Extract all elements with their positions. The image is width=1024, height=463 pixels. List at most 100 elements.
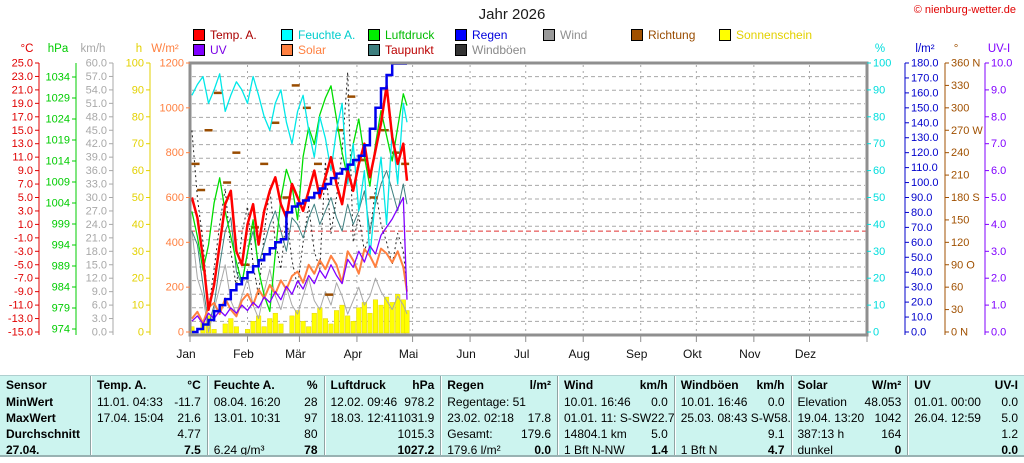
svg-text:270 W: 270 W: [951, 125, 983, 137]
taupunkt-legend-swatch-icon: [368, 44, 380, 56]
table-row: Regentage: 51: [441, 394, 557, 410]
table-row: Elevation 48.053: [792, 394, 908, 410]
table-header-regen: Regen l/m²: [441, 377, 557, 394]
svg-text:210: 210: [951, 170, 969, 182]
svg-text:80.0: 80.0: [911, 207, 932, 219]
svg-text:20: 20: [873, 273, 885, 285]
table-row: 01.01. 11: S-SW 22.7: [558, 410, 674, 426]
cell-value: 1.4: [651, 443, 668, 455]
legend-label-feuchte: Feuchte A.: [298, 28, 356, 42]
svg-text:40: 40: [873, 219, 885, 231]
table-row: 13.01. 10:31 97: [208, 410, 324, 426]
copyright-link[interactable]: © nienburg-wetter.de: [913, 4, 1016, 16]
axis-wm: W/m² 0 200 400 600 800 1000 1200: [151, 43, 190, 339]
svg-text:h: h: [136, 43, 142, 55]
table-row: 17.04. 15:04 21.6: [91, 410, 207, 426]
svg-text:150.0: 150.0: [911, 102, 939, 114]
svg-text:5.0: 5.0: [18, 192, 33, 204]
cell-text: 10.01. 16:46: [564, 395, 631, 409]
cell-value: 0.0: [651, 395, 668, 409]
svg-text:60: 60: [132, 165, 144, 177]
svg-text:360 N: 360 N: [951, 58, 980, 70]
svg-text:0: 0: [873, 327, 879, 339]
svg-text:110.0: 110.0: [911, 162, 938, 174]
table-row: 25.03. 08:43 S-W58.0: [675, 410, 791, 426]
svg-text:9.0: 9.0: [92, 286, 107, 298]
svg-text:10.0: 10.0: [991, 58, 1012, 70]
row-label-0: MinWert: [6, 395, 54, 409]
svg-text:Okt: Okt: [683, 347, 702, 361]
chart-svg: °C-15.0-13.0-11.0-9.0-7.0-5.0-3.0-1.01.0…: [8, 43, 1013, 361]
svg-text:13.0: 13.0: [12, 138, 33, 150]
uv-legend-swatch-icon: [193, 44, 205, 56]
table-col-luftdruck: Luftdruck hPa 12.02. 09:46 978.2 18.03. 12:4…: [323, 376, 441, 455]
gridlines-horizontal: [192, 76, 865, 322]
cell-text: 1 Bft N-NW: [564, 443, 625, 455]
svg-text:48.0: 48.0: [86, 111, 107, 123]
series-regen: [191, 62, 407, 334]
svg-text:-5.0: -5.0: [14, 259, 33, 271]
cell-value: 978.2: [404, 395, 435, 409]
svg-text:15.0: 15.0: [12, 125, 33, 137]
table-row: 18.03. 12:41 1031.9: [325, 410, 441, 426]
svg-text:10: 10: [132, 300, 144, 312]
cell-text: 387:13 h: [797, 427, 845, 441]
legend-item-feuchte: Feuchte A.: [281, 29, 355, 41]
col-name: Luftdruck: [330, 378, 386, 392]
svg-text:3.0: 3.0: [991, 246, 1006, 258]
table-header-uv: UV UV-I: [908, 377, 1024, 394]
svg-text:-3.0: -3.0: [14, 246, 33, 258]
svg-text:60: 60: [873, 165, 885, 177]
cell-value: 1042: [874, 411, 902, 425]
axis-uvi: UV-I 0.0 1.0 2.0 3.0 4.0 5.0 6.0 7.0 8.0 9.0 10.0: [984, 43, 1012, 339]
svg-text:-9.0: -9.0: [14, 286, 33, 298]
cell-text: Elevation: [797, 395, 847, 409]
cell-value: 17.8: [527, 411, 551, 425]
cell-text: 25.03. 08:43 S-W: [680, 411, 775, 425]
col-name: Solar: [797, 378, 828, 392]
cell-value: 0: [894, 443, 902, 455]
svg-text:140.0: 140.0: [911, 117, 939, 129]
table-col-sensor: Sensor MinWert MaxWert Durchschnitt 27.04.: [0, 376, 90, 455]
svg-text:Feb: Feb: [233, 347, 254, 361]
svg-text:974: 974: [52, 324, 70, 336]
stats-table: Sensor MinWert MaxWert Durchschnitt 27.04. Te…: [0, 375, 1024, 457]
svg-text:-11.0: -11.0: [9, 300, 33, 312]
svg-text:10: 10: [873, 300, 885, 312]
cell-value: 22.7: [651, 411, 674, 425]
series-sonnenschein: [189, 294, 410, 334]
svg-text:5.0: 5.0: [991, 192, 1006, 204]
svg-text:90 O: 90 O: [951, 259, 975, 271]
legend-label-windboeen: Windböen: [472, 43, 527, 57]
svg-text:9.0: 9.0: [991, 84, 1006, 96]
axis-kmh: km/h 0.0 3.06.0 9.012.0 15.018.0 21.024.0 27.0…: [81, 43, 114, 339]
table-row: 1015.3: [325, 426, 441, 442]
svg-text:20: 20: [132, 273, 144, 285]
cell-value: 5.0: [1001, 411, 1018, 425]
cell-value: 48.053: [864, 395, 902, 409]
svg-text:km/h: km/h: [81, 43, 106, 55]
table-row: 0.0: [908, 442, 1024, 455]
page-title: Jahr 2026: [478, 6, 546, 23]
series-solar: [191, 247, 408, 324]
cell-text: 01.01. 11: S-SW: [564, 411, 652, 425]
svg-text:Dez: Dez: [795, 347, 816, 361]
legend-item-solar: Solar: [281, 44, 326, 56]
cell-value: 0.0: [1001, 395, 1018, 409]
svg-text:80: 80: [873, 111, 885, 123]
legend-item-luftdruck: Luftdruck: [368, 29, 434, 41]
legend-item-uv: UV: [193, 44, 227, 56]
svg-text:40.0: 40.0: [911, 267, 932, 279]
table-row: 1 Bft N-NW 1.4: [558, 442, 674, 455]
table-row: 14804.1 km 5.0: [558, 426, 674, 442]
svg-text:15.0: 15.0: [86, 259, 107, 271]
row-label-3: 27.04.: [6, 443, 40, 455]
x-axis-months: Jan Feb Mär Apr Mai Jun Jul Aug Sep Okt Nov Dez: [176, 335, 868, 361]
svg-text:1004: 1004: [46, 198, 70, 210]
svg-text:90.0: 90.0: [911, 192, 932, 204]
svg-text:300: 300: [951, 102, 969, 114]
cell-value: 80: [304, 427, 318, 441]
svg-text:0.0: 0.0: [911, 327, 926, 339]
cell-text: 18.03. 12:41: [330, 411, 398, 425]
axis-: ° 0 N 30 60 90 O 120 150 180 S 210 240 270 W 300 330…: [944, 43, 983, 339]
